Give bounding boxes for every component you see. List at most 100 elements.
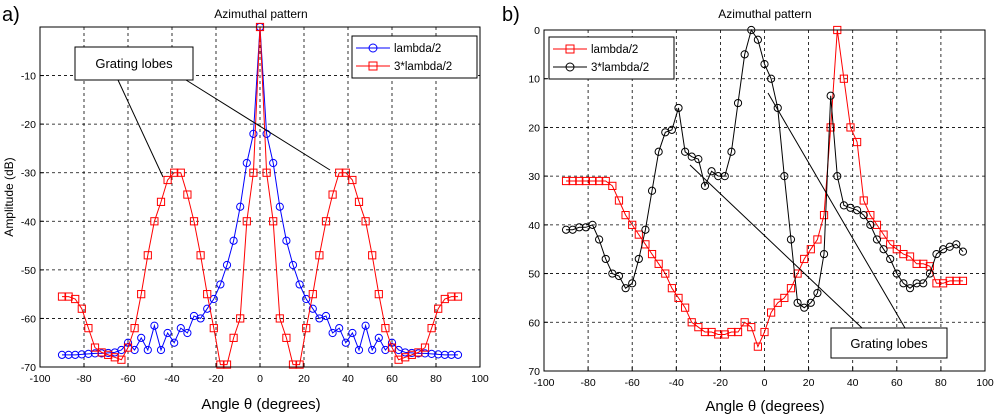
- chart-b-point-0: [780, 293, 789, 303]
- panel-b-label: b): [502, 4, 520, 26]
- chart-b-point-0: [687, 318, 696, 327]
- chart-b-point-0: [747, 323, 756, 332]
- chart-b-point-0: [595, 176, 604, 186]
- chart-a-point-1: [97, 348, 106, 357]
- chart-b-point-0: [628, 220, 637, 229]
- annotation-b-pointer-left: [689, 164, 863, 329]
- chart-b-point-1: [800, 303, 809, 312]
- chart-a-point-0: [361, 321, 370, 330]
- chart-a-point-1: [242, 217, 251, 226]
- chart-a-point-1: [64, 292, 73, 301]
- chart-a-ytick-label: -40: [21, 216, 36, 228]
- chart-b-point-1: [674, 103, 683, 113]
- annotation-a-text: Grating lobes: [95, 56, 173, 71]
- chart-b-point-1: [601, 254, 610, 264]
- chart-b-xlabel: Angle θ (degrees): [705, 398, 824, 415]
- chart-a-point-1: [209, 324, 218, 333]
- chart-a-point-1: [84, 324, 93, 333]
- chart-b-point-1: [641, 225, 650, 234]
- chart-b-ytick-label: 50: [528, 269, 540, 281]
- chart-a-xtick-label: 40: [342, 373, 354, 385]
- chart-a-point-1: [104, 350, 113, 359]
- chart-b-point-0: [958, 276, 968, 285]
- chart-b-point-1: [654, 147, 663, 156]
- chart-b-point-0: [634, 230, 643, 239]
- chart-a-point-0: [328, 328, 337, 338]
- chart-b-point-0: [892, 245, 901, 254]
- chart-b-point-0: [866, 211, 875, 220]
- chart-b-point-1: [740, 50, 749, 59]
- chart-a-point-1: [130, 324, 139, 333]
- annotation-a-pointer-left: [117, 79, 164, 178]
- chart-b-ytick-label: 0: [534, 25, 540, 37]
- chart-a-point-0: [117, 345, 126, 355]
- chart-a-ylabel: Amplitude (dB): [2, 157, 16, 236]
- chart-a-point-1: [282, 333, 291, 342]
- chart-a: a) Azimuthal pattern -100 -80 -60 -40 -20 0 20…: [2, 4, 489, 413]
- annotation-b-box: [830, 327, 948, 359]
- chart-b-point-0: [694, 323, 703, 332]
- chart-a-point-1: [222, 360, 232, 369]
- chart-b-point-0: [872, 220, 882, 229]
- chart-a-xtick-label: 80: [430, 373, 442, 385]
- chart-b-point-1: [919, 279, 928, 288]
- chart-a-point-1: [341, 168, 350, 177]
- chart-a-point-1: [321, 217, 331, 226]
- chart-a-ytick-label: -50: [21, 265, 36, 277]
- chart-b-point-0: [581, 176, 590, 186]
- legend-b-label-1: 3*lambda/2: [591, 62, 649, 74]
- chart-b-xtick-label: 100: [976, 377, 994, 389]
- chart-b-xtick-label: -20: [713, 377, 728, 389]
- chart-a-point-0: [143, 345, 152, 355]
- chart-b-point-0: [654, 259, 663, 268]
- chart-a-point-0: [84, 349, 93, 358]
- chart-b-point-1: [925, 269, 934, 278]
- chart-b-point-0: [614, 196, 624, 205]
- chart-a-legend-box: [351, 35, 478, 79]
- chart-b-point-1: [707, 167, 716, 176]
- chart-a-point-1: [216, 360, 225, 369]
- chart-a-point-1: [315, 251, 324, 260]
- chart-b-point-0: [760, 327, 769, 337]
- chart-b-point-1: [826, 91, 835, 100]
- chart-b-point-1: [767, 74, 776, 83]
- chart-b-point-1: [733, 98, 743, 108]
- chart-a-point-1: [275, 314, 284, 323]
- chart-b-point-1: [958, 247, 968, 256]
- chart-b-point-0: [886, 240, 895, 249]
- chart-b-point-1: [905, 284, 915, 293]
- chart-b-point-1: [588, 220, 597, 229]
- chart-a-point-1: [123, 343, 133, 352]
- chart-b-point-1: [866, 220, 875, 229]
- chart-b-point-1: [853, 206, 862, 215]
- chart-b-point-0: [839, 74, 848, 83]
- chart-b-point-1: [806, 298, 815, 307]
- chart-a-point-1: [249, 168, 258, 177]
- chart-a-point-1: [420, 343, 430, 352]
- chart-b-series: [561, 25, 968, 351]
- chart-b-point-0: [786, 284, 796, 293]
- chart-a-point-0: [447, 350, 456, 359]
- chart-b-point-1: [694, 154, 703, 164]
- chart-a-annotation: Grating lobes: [74, 46, 331, 178]
- chart-a-point-1: [77, 304, 86, 313]
- chart-b-point-1: [912, 279, 921, 288]
- chart-a-point-0: [354, 345, 364, 355]
- chart-b-point-1: [614, 271, 624, 281]
- chart-a-ytick-label: -10: [21, 71, 36, 83]
- chart-b-annotation: Grating lobes: [689, 92, 948, 359]
- chart-a-point-1: [143, 251, 152, 260]
- chart-a-xtick-label: -60: [120, 373, 135, 385]
- chart-a-point-0: [308, 304, 317, 313]
- chart-a-point-0: [57, 350, 67, 359]
- chart-b-point-0: [859, 196, 868, 205]
- chart-a-point-0: [282, 236, 291, 245]
- chart-b-point-0: [945, 276, 954, 285]
- chart-a-point-0: [453, 350, 463, 359]
- chart-b-point-0: [912, 259, 921, 268]
- chart-b-point-1: [647, 186, 657, 195]
- chart-a-ytick-label: -20: [21, 119, 36, 131]
- chart-a-point-0: [216, 280, 225, 289]
- chart-a-point-1: [137, 290, 146, 299]
- chart-a-point-1: [387, 343, 397, 352]
